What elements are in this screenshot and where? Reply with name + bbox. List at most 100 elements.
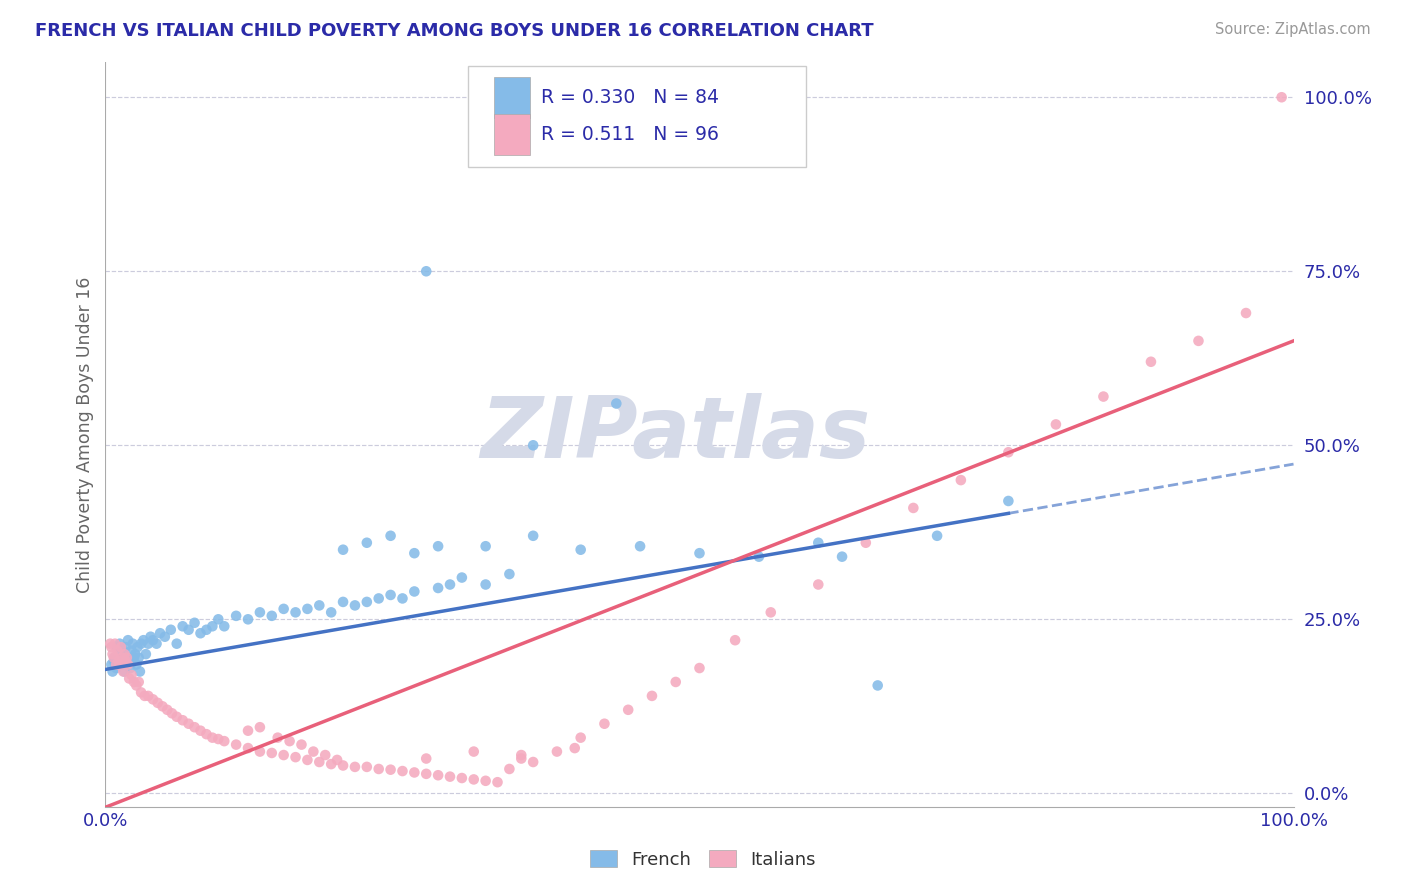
Point [115, 650, 138, 665]
Point [343, 599, 366, 613]
Point [110, 640, 132, 655]
Point [308, 599, 330, 613]
Point [273, 602, 295, 616]
Point [332, 542, 354, 557]
Point [152, 699, 174, 714]
Text: Source: ZipAtlas.com: Source: ZipAtlas.com [1215, 22, 1371, 37]
Point [593, 716, 616, 731]
Point [105, 661, 128, 675]
Point [249, 720, 271, 734]
Point [105, 643, 128, 657]
Point [855, 535, 877, 549]
Point [125, 657, 148, 672]
Point [439, 577, 461, 591]
Point [112, 665, 135, 679]
Point [159, 623, 181, 637]
Point [831, 549, 853, 564]
Point [367, 591, 389, 606]
Point [132, 633, 155, 648]
Point [284, 750, 307, 764]
Point [103, 650, 125, 665]
Point [260, 746, 283, 760]
Point [486, 775, 509, 789]
Point [564, 741, 586, 756]
Text: ZIPatlas: ZIPatlas [481, 393, 870, 476]
Point [122, 675, 145, 690]
Point [949, 473, 972, 487]
Point [380, 529, 402, 543]
Point [415, 264, 437, 278]
Point [617, 703, 640, 717]
Point [510, 751, 533, 765]
Point [391, 591, 413, 606]
FancyBboxPatch shape [468, 66, 807, 167]
Point [146, 696, 169, 710]
Point [136, 637, 159, 651]
FancyBboxPatch shape [494, 77, 530, 118]
Point [267, 731, 290, 745]
Point [321, 605, 343, 619]
Point [108, 657, 131, 672]
Point [201, 731, 224, 745]
Point [111, 657, 134, 672]
Point [118, 654, 141, 668]
Point [128, 675, 150, 690]
Point [343, 760, 366, 774]
Point [112, 643, 135, 657]
Point [290, 738, 312, 752]
Point [605, 396, 627, 410]
Point [129, 637, 152, 651]
Point [332, 758, 354, 772]
Point [332, 595, 354, 609]
Point [569, 731, 592, 745]
Point [498, 567, 520, 582]
Point [1271, 90, 1294, 104]
Point [1045, 417, 1067, 432]
Point [135, 647, 157, 661]
Point [665, 675, 688, 690]
Point [326, 753, 349, 767]
Point [183, 615, 205, 630]
Point [356, 535, 378, 549]
Point [124, 647, 146, 661]
Point [689, 661, 711, 675]
Point [297, 753, 319, 767]
Point [510, 747, 533, 762]
Point [153, 630, 176, 644]
Point [156, 703, 179, 717]
Point [522, 438, 544, 452]
Point [724, 633, 747, 648]
Y-axis label: Child Poverty Among Boys Under 16: Child Poverty Among Boys Under 16 [76, 277, 94, 593]
Point [450, 570, 472, 584]
Point [121, 668, 143, 682]
Text: R = 0.511   N = 96: R = 0.511 N = 96 [541, 125, 720, 145]
Point [160, 706, 183, 721]
Point [128, 650, 150, 665]
Point [105, 657, 128, 672]
Point [114, 640, 136, 655]
Point [129, 685, 152, 699]
Point [177, 716, 200, 731]
Point [100, 657, 122, 672]
Point [121, 637, 143, 651]
Point [120, 661, 142, 675]
Point [522, 755, 544, 769]
Point [474, 773, 496, 788]
Text: R = 0.330   N = 84: R = 0.330 N = 84 [541, 88, 720, 107]
Point [114, 647, 136, 661]
Point [314, 747, 336, 762]
Point [103, 654, 125, 668]
Point [121, 643, 143, 657]
Point [183, 720, 205, 734]
Point [142, 692, 165, 706]
Point [136, 689, 159, 703]
Point [628, 539, 651, 553]
Point [108, 637, 131, 651]
Point [190, 723, 212, 738]
Point [522, 529, 544, 543]
Point [201, 619, 224, 633]
Point [105, 640, 128, 655]
Point [903, 500, 925, 515]
Point [308, 755, 330, 769]
Point [404, 546, 426, 560]
